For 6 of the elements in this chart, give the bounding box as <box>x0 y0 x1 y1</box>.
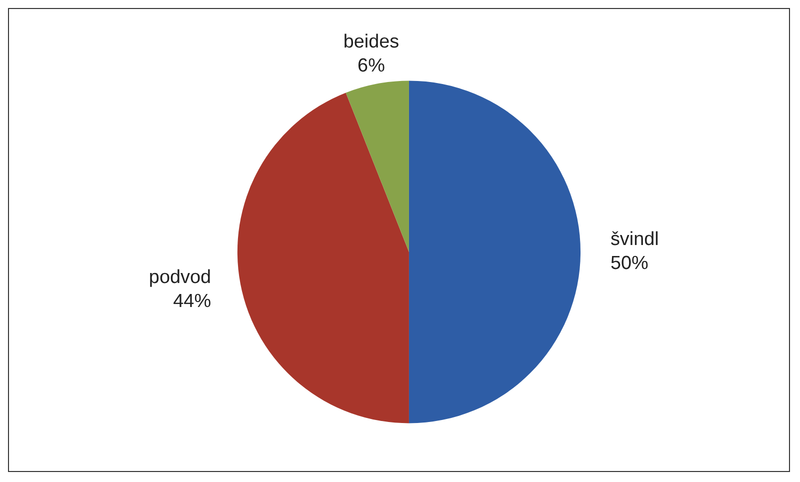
data-label: 44% <box>173 290 212 312</box>
slice-label: podvod <box>148 266 212 288</box>
data-label: 50% <box>610 253 649 274</box>
data-label: 6% <box>358 56 386 77</box>
slice-label: švindl <box>610 229 659 250</box>
slice-label: beides <box>343 32 400 53</box>
